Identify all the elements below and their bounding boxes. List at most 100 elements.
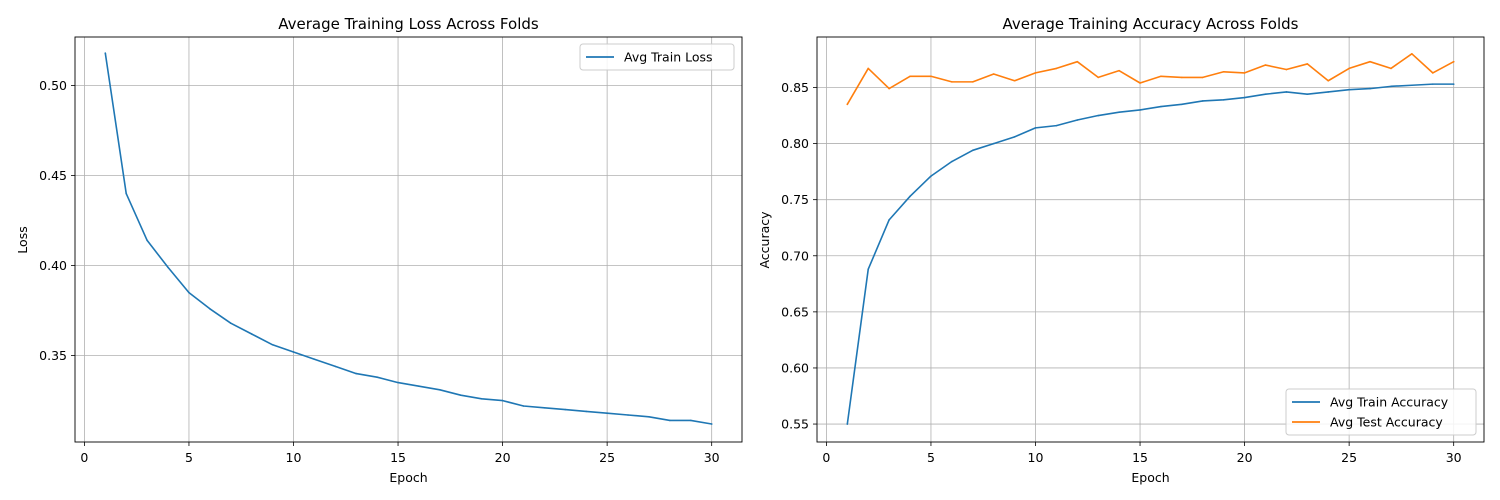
accuracy-chart-y-tick-label: 0.70: [781, 248, 809, 263]
loss-chart-legend-box: [579, 43, 735, 71]
accuracy-chart-data-point: [1034, 127, 1037, 129]
loss-chart-y-tick-label: 0.40: [39, 258, 67, 273]
loss-chart-data-point: [188, 291, 190, 294]
loss-chart-data-point: [648, 416, 650, 418]
loss-chart-data-point: [167, 266, 169, 269]
accuracy-chart-legend-box: [1285, 388, 1477, 436]
loss-chart-data-point: [669, 419, 671, 422]
loss-chart-data-point: [334, 365, 337, 368]
accuracy-chart-data-point: [930, 75, 932, 78]
loss-chart-y-axis-label: Loss: [15, 226, 30, 253]
accuracy-chart-x-tick-label: 5: [927, 450, 935, 465]
loss-chart-data-point: [271, 344, 274, 346]
accuracy-chart-data-point: [1348, 88, 1350, 91]
accuracy-chart-y-tick-label: 0.75: [781, 192, 809, 207]
loss-chart-data-point: [543, 407, 546, 409]
accuracy-chart-x-tick-label: 15: [1132, 450, 1148, 465]
accuracy-chart-data-point: [1139, 109, 1141, 111]
accuracy-chart-data-point: [846, 103, 849, 106]
accuracy-chart-y-axis-label: Accuracy: [757, 211, 772, 269]
loss-chart-x-tick-label: 15: [390, 450, 406, 465]
loss-chart-data-point: [585, 410, 588, 413]
accuracy-chart-title: Average Training Accuracy Across Folds: [1002, 15, 1298, 33]
accuracy-chart-data-point: [1369, 87, 1371, 90]
accuracy-chart-data-point: [1034, 72, 1037, 74]
accuracy-chart-data-point: [1201, 76, 1204, 79]
accuracy-chart-data-point: [971, 81, 974, 83]
accuracy-chart-data-point: [1431, 72, 1434, 74]
accuracy-chart-data-point: [1431, 83, 1434, 85]
loss-chart-data-point: [250, 333, 253, 335]
accuracy-chart-x-tick-label: 20: [1237, 450, 1253, 465]
loss-chart-axes-frame: [74, 36, 743, 443]
accuracy-chart-y-tick-label: 0.80: [781, 136, 809, 151]
loss-chart-y-tick-label: 0.35: [39, 348, 67, 363]
loss-chart-data-point: [522, 405, 525, 407]
accuracy-chart-data-point: [930, 175, 932, 177]
accuracy-chart-data-point: [1452, 60, 1455, 63]
accuracy-chart-axes-frame: [816, 36, 1485, 443]
accuracy-chart-data-point: [1369, 60, 1371, 63]
accuracy-chart-data-point: [1390, 67, 1392, 70]
loss-chart-data-point: [627, 414, 629, 416]
accuracy-chart-data-point: [1411, 84, 1413, 87]
loss-chart-data-point: [397, 381, 399, 384]
accuracy-chart-data-point: [1097, 114, 1100, 117]
accuracy-chart-legend-label: Avg Test Accuracy: [1330, 415, 1443, 430]
accuracy-chart-data-point: [909, 195, 911, 198]
loss-chart-data-point: [355, 372, 358, 375]
accuracy-chart-data-point: [1452, 83, 1455, 85]
loss-chart-x-tick-label: 25: [599, 450, 615, 465]
accuracy-chart-data-point: [1222, 70, 1225, 73]
accuracy-chart-y-tick-label: 0.65: [781, 304, 809, 319]
loss-chart-data-point: [209, 308, 211, 310]
loss-chart: Average Training Loss Across Folds Epoch…: [15, 15, 743, 485]
accuracy-chart-data-point: [1076, 60, 1079, 63]
accuracy-chart-data-point: [1013, 136, 1016, 138]
accuracy-chart-y-tick-label: 0.60: [781, 360, 809, 375]
accuracy-chart-y-tick-label: 0.85: [781, 80, 809, 95]
loss-chart-data-point: [146, 239, 148, 242]
accuracy-chart-data-point: [1055, 124, 1058, 127]
accuracy-chart-data-point: [1181, 103, 1183, 106]
accuracy-chart-x-tick-label: 10: [1028, 450, 1044, 465]
loss-chart-data-point: [292, 351, 295, 353]
accuracy-chart-data-point: [1327, 79, 1330, 82]
accuracy-chart-data-point: [1348, 67, 1350, 70]
accuracy-chart-data-point: [1390, 85, 1392, 88]
accuracy-chart-data-point: [846, 423, 849, 425]
accuracy-chart-data-point: [1264, 64, 1267, 66]
loss-chart-x-tick-label: 10: [286, 450, 302, 465]
accuracy-chart-data-point: [1243, 96, 1246, 99]
loss-chart-data-point: [480, 398, 483, 400]
accuracy-chart-data-point: [1076, 119, 1079, 121]
accuracy-chart-data-point: [1306, 93, 1309, 96]
accuracy-chart-series-line-0: [846, 83, 1455, 425]
loss-chart-data-point: [313, 358, 316, 361]
accuracy-chart-series-line-1: [846, 53, 1455, 106]
loss-chart-data-point: [689, 419, 692, 422]
loss-chart-data-point: [710, 423, 713, 425]
accuracy-chart-data-point: [1222, 99, 1225, 101]
accuracy-chart-data-point: [867, 268, 870, 271]
loss-chart-data-point: [564, 408, 567, 411]
accuracy-chart-data-point: [1201, 100, 1204, 102]
loss-chart-x-tick-label: 20: [495, 450, 511, 465]
accuracy-chart-data-point: [888, 87, 890, 90]
loss-chart-data-point: [459, 394, 462, 397]
accuracy-chart-data-point: [909, 75, 911, 78]
accuracy-chart-x-tick-label: 0: [822, 450, 830, 465]
accuracy-chart-data-point: [1327, 91, 1330, 93]
loss-chart-data-point: [125, 192, 128, 195]
loss-chart-data-point: [606, 412, 608, 415]
loss-chart-x-tick-label: 30: [704, 450, 720, 465]
accuracy-chart-data-point: [1285, 91, 1288, 93]
loss-chart-series-line-0: [104, 52, 713, 425]
accuracy-chart-data-point: [1118, 111, 1120, 113]
accuracy-chart-data-point: [971, 149, 974, 152]
loss-chart-data-point: [104, 52, 107, 54]
accuracy-chart-data-point: [1139, 82, 1141, 84]
accuracy-chart-x-tick-label: 25: [1341, 450, 1357, 465]
loss-chart-legend-label: Avg Train Loss: [624, 50, 713, 65]
